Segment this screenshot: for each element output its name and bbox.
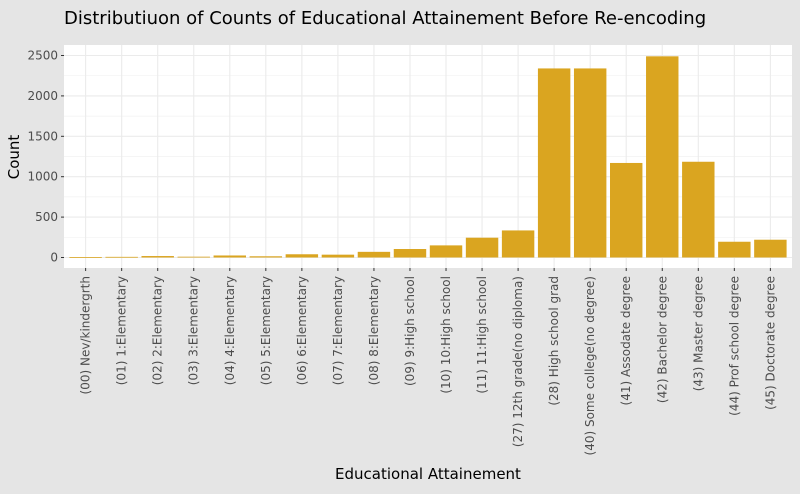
bar <box>646 56 679 258</box>
bars <box>69 56 787 258</box>
bar <box>177 256 210 258</box>
bar <box>285 254 319 258</box>
y-tick-label: 0 <box>50 250 58 264</box>
x-tick-label: (06) 6:Elementary <box>295 276 309 385</box>
bar <box>682 161 715 258</box>
x-tick-label: (01) 1:Elementary <box>115 276 129 385</box>
y-tick-label: 2000 <box>27 89 58 103</box>
bar <box>718 241 751 258</box>
bar <box>213 255 246 258</box>
x-tick-label: (40) Some college(no degree) <box>583 276 597 455</box>
bar <box>610 162 643 258</box>
y-axis-title: Count <box>5 135 23 180</box>
bar <box>754 239 787 258</box>
x-tick-label: (09) 9:High school <box>403 276 417 386</box>
x-tick-label: (07) 7:Elementary <box>331 276 345 385</box>
y-tick-label: 2500 <box>27 49 58 63</box>
bar <box>573 68 607 258</box>
bar <box>249 256 283 258</box>
bar <box>105 256 138 258</box>
y-tick-label: 500 <box>35 210 58 224</box>
bar <box>141 256 174 258</box>
x-tick-label: (10) 10:High school <box>439 276 453 394</box>
x-tick-label: (43) Master degree <box>691 276 705 391</box>
x-tick-label: (05) 5:Elementary <box>259 276 273 385</box>
bar <box>321 254 355 258</box>
y-tick-label: 1000 <box>27 170 58 184</box>
x-tick-label: (04) 4:Elementary <box>223 276 237 385</box>
bar <box>465 237 499 258</box>
x-tick-label: (00) Nev/kindergrth <box>79 276 93 394</box>
chart-title: Distributiuon of Counts of Educational A… <box>64 8 706 29</box>
y-tick-label: 1500 <box>27 129 58 143</box>
bar <box>357 251 391 258</box>
x-tick-label: (02) 2:Elementary <box>151 276 165 385</box>
bar <box>393 249 427 258</box>
bar <box>69 257 102 258</box>
x-tick-label: (27) 12th grade(no diploma) <box>511 276 525 447</box>
x-tick-label: (03) 3:Elementary <box>187 276 201 385</box>
x-tick-label: (42) Bachelor degree <box>655 276 669 403</box>
x-tick-label: (45) Doctorate degree <box>763 276 777 410</box>
bar <box>537 68 571 258</box>
x-axis-title: Educational Attainement <box>335 465 521 483</box>
x-tick-label: (11) 11:High school <box>475 276 489 394</box>
x-tick-label: (28) High school grad <box>547 276 561 406</box>
x-tick-label: (08) 8:Elementary <box>367 276 381 385</box>
y-axis: 0 500 1000 1500 2000 2500 <box>27 49 64 264</box>
x-tick-label: (41) Assodate degree <box>619 276 633 405</box>
bar <box>501 230 535 258</box>
x-tick-label: (44) Prof school degree <box>727 276 741 416</box>
x-axis: (00) Nev/kindergrth (01) 1:Elementary (02)… <box>79 268 777 455</box>
bar <box>429 245 463 258</box>
